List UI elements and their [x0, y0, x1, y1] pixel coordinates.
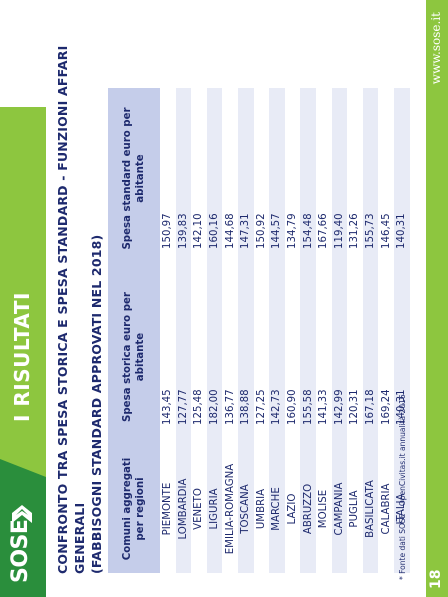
region-cell: LIGURIA — [206, 445, 223, 573]
region-cell: BASILICATA — [362, 445, 379, 573]
standard-spending-cell: 144,68 — [222, 88, 238, 269]
region-cell: PIEMONTE — [160, 445, 176, 573]
historical-spending-cell: 169,24 — [378, 269, 394, 445]
comparison-table: Comuni aggregati per regioni Spesa stori… — [108, 88, 410, 573]
region-cell: CAMPANIA — [331, 445, 348, 573]
standard-spending-cell: 144,57 — [269, 88, 285, 269]
table-row: MARCHE 142,73 144,57 — [269, 88, 285, 573]
footer-band: 18 www.sose.it — [426, 0, 448, 597]
standard-spending-cell: 167,66 — [315, 88, 332, 269]
historical-spending-cell: 125,48 — [191, 269, 207, 445]
region-cell: LAZIO — [284, 445, 301, 573]
standard-spending-cell: 134,79 — [284, 88, 301, 269]
table-row: CALABRIA 169,24 146,45 — [378, 88, 394, 573]
standard-spending-cell: 147,31 — [237, 88, 254, 269]
region-cell: PUGLIA — [347, 445, 363, 573]
standard-spending-cell: 139,83 — [175, 88, 192, 269]
region-cell: EMILIA-ROMAGNA — [222, 445, 238, 573]
historical-spending-cell: 142,73 — [269, 269, 285, 445]
historical-spending-cell: 155,58 — [300, 269, 316, 445]
header-standard-spending: Spesa standard euro per abitante — [108, 88, 160, 269]
standard-spending-cell: 131,26 — [347, 88, 363, 269]
region-cell: MARCHE — [269, 445, 285, 573]
table-row: ABRUZZO 155,58 154,48 — [300, 88, 316, 573]
table-row: LAZIO 160,90 134,79 — [284, 88, 301, 573]
brand-logo-text: SOSE — [8, 519, 33, 583]
table-row: UMBRIA 127,25 150,92 — [253, 88, 270, 573]
document-title: CONFRONTO TRA SPESA STORICA E SPESA STAN… — [54, 14, 105, 574]
standard-spending-cell: 119,40 — [331, 88, 348, 269]
historical-spending-cell: 127,25 — [253, 269, 270, 445]
title-line-1: CONFRONTO TRA SPESA STORICA E SPESA STAN… — [55, 45, 87, 574]
standard-spending-cell: 155,73 — [362, 88, 379, 269]
standard-spending-cell: 140,31 — [393, 88, 410, 269]
historical-spending-cell: 141,33 — [315, 269, 332, 445]
standard-spending-cell: 142,10 — [191, 88, 207, 269]
table-row: PIEMONTE 143,45 150,97 — [160, 88, 176, 573]
header-historical-spending: Spesa storica euro per abitante — [108, 269, 160, 445]
standard-spending-cell: 160,16 — [206, 88, 223, 269]
table-row: LOMBARDIA 127,77 139,83 — [175, 88, 192, 573]
table-header-row: Comuni aggregati per regioni Spesa stori… — [108, 88, 160, 573]
historical-spending-cell: 127,77 — [175, 269, 192, 445]
header-regions: Comuni aggregati per regioni — [108, 445, 160, 573]
standard-spending-cell: 146,45 — [378, 88, 394, 269]
header-band: SOSE I RISULTATI — [0, 0, 46, 597]
region-cell: MOLISE — [315, 445, 332, 573]
table-row: VENETO 125,48 142,10 — [191, 88, 207, 573]
region-cell: TOSCANA — [237, 445, 254, 573]
historical-spending-cell: 120,31 — [347, 269, 363, 445]
brand-logo-icon — [12, 505, 32, 523]
table-body: PIEMONTE 143,45 150,97 LOMBARDIA 127,77 139,8… — [160, 88, 410, 573]
region-cell: LOMBARDIA — [175, 445, 192, 573]
table-row: MOLISE 141,33 167,66 — [315, 88, 332, 573]
title-line-2: (FABBISOGNI STANDARD APPROVATI NEL 2018) — [89, 234, 104, 574]
table-row: BASILICATA 167,18 155,73 — [362, 88, 379, 573]
region-cell: ABRUZZO — [300, 445, 316, 573]
section-title: I RISULTATI — [10, 292, 34, 422]
page-number: 18 — [428, 569, 444, 589]
website-link[interactable]: www.sose.it — [429, 12, 443, 85]
standard-spending-cell: 150,92 — [253, 88, 270, 269]
historical-spending-cell: 138,88 — [237, 269, 254, 445]
region-cell: CALABRIA — [378, 445, 394, 573]
standard-spending-cell: 150,97 — [160, 88, 176, 269]
standard-spending-cell: 154,48 — [300, 88, 316, 269]
table-row: CAMPANIA 142,99 119,40 — [331, 88, 348, 573]
historical-spending-cell: 167,18 — [362, 269, 379, 445]
historical-spending-cell: 160,90 — [284, 269, 301, 445]
historical-spending-cell: 143,45 — [160, 269, 176, 445]
historical-spending-cell: 136,77 — [222, 269, 238, 445]
table-row: EMILIA-ROMAGNA 136,77 144,68 — [222, 88, 238, 573]
region-cell: UMBRIA — [253, 445, 270, 573]
source-note: * Fonte dati SOSE - OpenCivitas.it annua… — [398, 394, 407, 580]
logo-tab: SOSE — [0, 477, 46, 597]
table-row: PUGLIA 120,31 131,26 — [347, 88, 363, 573]
historical-spending-cell: 142,99 — [331, 269, 348, 445]
historical-spending-cell: 182,00 — [206, 269, 223, 445]
table-row: LIGURIA 182,00 160,16 — [206, 88, 223, 573]
region-cell: VENETO — [191, 445, 207, 573]
table-row: TOSCANA 138,88 147,31 — [237, 88, 254, 573]
